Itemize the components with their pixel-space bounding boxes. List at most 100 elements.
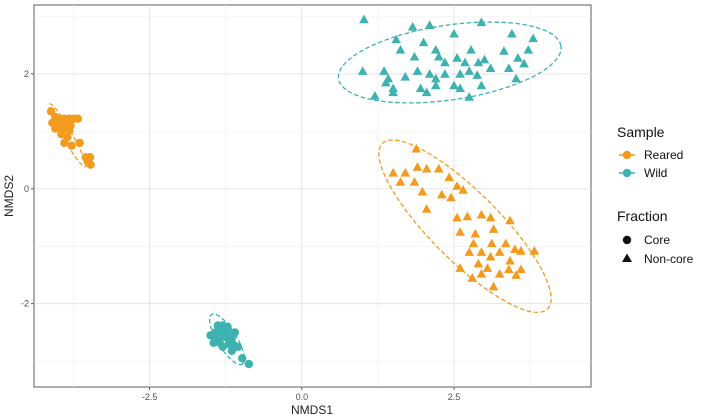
point-reared-core [75, 138, 84, 148]
point-reared-core [60, 138, 69, 148]
point-wild-non-core [472, 70, 482, 79]
grid-lines [34, 5, 591, 387]
point-reared-non-core [485, 212, 496, 222]
point-wild-non-core [430, 80, 441, 90]
point-wild-non-core [476, 17, 487, 27]
point-reared-non-core [462, 211, 473, 221]
point-reared-non-core [458, 185, 468, 194]
point-reared-non-core [421, 204, 432, 213]
point-reared-non-core [494, 269, 505, 278]
legend-key-wild [622, 168, 632, 178]
point-wild-non-core [473, 57, 484, 67]
point-wild-non-core [421, 87, 432, 97]
point-reared-non-core [417, 186, 428, 196]
point-reared-non-core [446, 192, 456, 202]
point-wild-non-core [379, 66, 389, 75]
point-reared-non-core [464, 247, 475, 256]
point-reared-non-core [434, 163, 444, 173]
point-wild-core [227, 346, 236, 355]
point-reared-non-core [411, 143, 422, 153]
x-tick-label: -2.5 [142, 392, 158, 402]
point-reared-non-core [437, 189, 447, 199]
point-wild-non-core [464, 92, 475, 101]
point-wild-non-core [381, 77, 391, 87]
point-wild-non-core [460, 57, 470, 67]
point-reared-non-core [409, 177, 420, 186]
legend-label-wild: Wild [644, 166, 667, 180]
point-wild-non-core [430, 45, 441, 54]
point-wild-non-core [424, 69, 435, 78]
point-wild-non-core [499, 46, 509, 55]
point-reared-core [46, 107, 56, 116]
point-reared-non-core [516, 264, 526, 274]
point-wild-non-core [440, 57, 450, 67]
point-wild-non-core [528, 33, 538, 43]
point-reared-non-core [444, 172, 454, 182]
legend: Sample Reared Wild Fraction Core Non-cor… [617, 124, 694, 266]
point-reared-non-core [511, 270, 521, 279]
point-wild-non-core [418, 37, 429, 47]
point-reared-non-core [505, 215, 515, 225]
point-reared-non-core [395, 177, 406, 186]
y-tick-label: 0 [24, 184, 29, 194]
point-wild-non-core [407, 22, 418, 31]
point-reared-non-core [476, 209, 487, 219]
y-tick-label: -2 [21, 299, 29, 309]
point-reared-non-core [488, 224, 499, 233]
point-wild-core [218, 342, 227, 351]
point-wild-non-core [507, 28, 517, 38]
legend-label-reared: Reared [644, 148, 683, 162]
point-reared-non-core [421, 163, 432, 173]
y-axis-ticks: -2 0 2 [21, 69, 34, 309]
point-wild-non-core [449, 80, 459, 90]
point-wild-non-core [476, 80, 487, 90]
point-wild-non-core [485, 63, 496, 73]
point-wild-non-core [370, 90, 380, 100]
point-reared-non-core [494, 247, 505, 256]
plot-panel [33, 4, 592, 388]
point-wild-non-core [449, 28, 459, 38]
point-reared-non-core [412, 162, 423, 171]
legend-key-core [622, 235, 632, 245]
legend-title-sample: Sample [617, 124, 665, 140]
legend-label-non-core: Non-core [644, 252, 694, 266]
point-reared-non-core [516, 246, 526, 255]
point-wild-non-core [409, 51, 420, 61]
point-wild-non-core [455, 83, 465, 93]
x-tick-label: 0.0 [296, 392, 309, 402]
point-wild-core [209, 338, 218, 347]
point-wild-non-core [519, 58, 529, 68]
point-wild-non-core [479, 54, 490, 64]
point-reared-non-core [476, 247, 487, 256]
point-wild-core [233, 342, 243, 351]
point-reared-non-core [529, 246, 540, 255]
point-wild-non-core [359, 14, 369, 24]
point-reared-non-core [510, 244, 520, 253]
point-reared-core [86, 160, 95, 169]
point-wild-non-core [466, 45, 476, 54]
point-reared-core [67, 141, 76, 150]
point-wild-non-core [513, 53, 523, 62]
legend-label-core: Core [644, 233, 670, 247]
point-reared-non-core [486, 238, 497, 248]
point-wild-non-core [400, 72, 411, 81]
x-axis-ticks: -2.5 0.0 2.5 [142, 387, 460, 402]
point-wild-non-core [452, 53, 462, 62]
point-reared-non-core [452, 181, 462, 190]
x-tick-label: 2.5 [448, 392, 461, 402]
point-wild-non-core [424, 20, 435, 29]
point-reared-non-core [470, 228, 481, 238]
y-tick-label: 2 [24, 69, 29, 79]
point-reared-non-core [388, 167, 398, 177]
ellipse-reared-core [48, 103, 87, 168]
point-reared-non-core [455, 227, 465, 236]
point-reared-non-core [468, 238, 479, 248]
point-reared-non-core [504, 264, 514, 274]
legend-key-non-core [622, 253, 632, 262]
point-wild-non-core [523, 45, 534, 54]
legend-key-reared [622, 150, 632, 160]
point-reared-non-core [467, 273, 478, 282]
point-wild-core [244, 359, 254, 369]
point-wild-non-core [440, 69, 450, 78]
point-wild-non-core [415, 83, 426, 93]
